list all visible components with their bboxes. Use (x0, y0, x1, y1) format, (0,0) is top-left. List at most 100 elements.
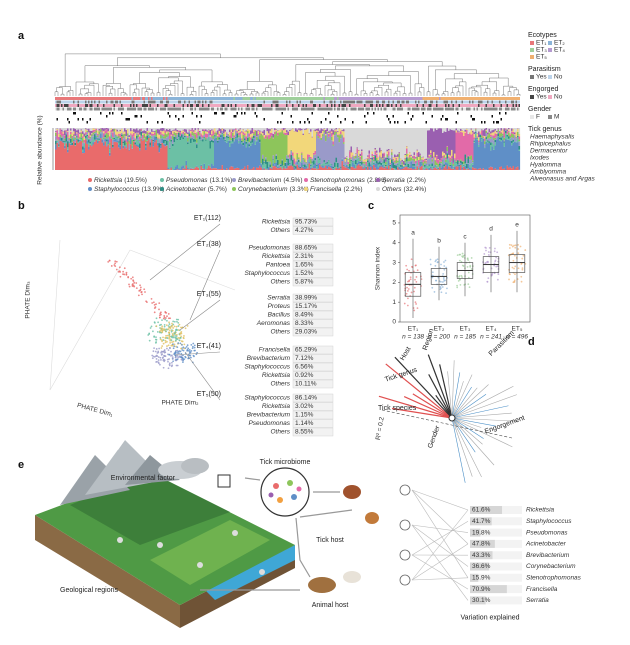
abundance-segment (482, 130, 485, 136)
abundance-segment (503, 140, 506, 142)
abundance-segment (173, 128, 176, 130)
abundance-segment (62, 128, 65, 132)
abundance-segment (470, 159, 473, 164)
abundance-segment (112, 146, 114, 148)
abundance-segment (80, 138, 83, 141)
annotation-cell (148, 97, 150, 100)
abundance-segment (365, 159, 368, 162)
phate-point (167, 367, 170, 370)
annotation-cell (164, 100, 166, 104)
abundance-segment (92, 128, 95, 131)
annotation-cell (241, 97, 243, 100)
abundance-segment (344, 128, 347, 158)
abundance-segment (367, 156, 369, 158)
abundance-segment (412, 156, 414, 158)
annotation-cell (253, 97, 255, 100)
annotation-cell (128, 97, 130, 100)
abundance-segment (374, 167, 377, 170)
abundance-segment (446, 163, 449, 170)
legend-label: Acinetobacter (5.7%) (165, 186, 227, 193)
legend-name: Stenotrophomonas (310, 177, 366, 184)
abundance-segment (410, 168, 413, 170)
abundance-segment (442, 151, 444, 156)
annotation-cell (175, 107, 177, 111)
abundance-segment (458, 132, 461, 162)
annotation-cell (431, 104, 433, 107)
abundance-segment (127, 138, 129, 142)
dendrogram-branch (89, 83, 99, 93)
abundance-segment (250, 134, 252, 138)
annotation-cell (380, 104, 382, 107)
abundance-segment (514, 132, 516, 134)
abundance-segment (431, 128, 434, 129)
abundance-segment (145, 143, 147, 146)
abundance-segment (173, 141, 176, 169)
dendrogram-branch (489, 77, 509, 87)
abundance-segment (107, 131, 110, 134)
abundance-segment (170, 130, 173, 135)
abundance-segment (217, 130, 219, 135)
annotation-cell (467, 100, 469, 104)
abundance-segment (421, 128, 423, 158)
annotation-cell (262, 104, 264, 107)
abundance-segment (449, 162, 452, 165)
abundance-segment (173, 168, 176, 170)
dendrogram-branch (468, 87, 475, 96)
abundance-segment (316, 133, 318, 166)
abundance-segment (494, 168, 497, 170)
annotation-cell (292, 97, 294, 100)
abundance-segment (163, 138, 165, 140)
abundance-segment (56, 140, 59, 143)
phate-point (193, 346, 196, 349)
abundance-segment (331, 128, 333, 129)
abundance-segment (218, 128, 221, 132)
annotation-cell (431, 97, 433, 100)
abundance-segment (500, 131, 503, 133)
annotation-cell (379, 97, 381, 100)
abundance-segment (151, 128, 153, 129)
annotation-cell (185, 97, 187, 100)
annotation-cell (235, 104, 237, 107)
annotation-cell (239, 104, 241, 107)
abundance-segment (91, 145, 93, 147)
abundance-segment (91, 128, 93, 131)
axis-label: PHATE Dim₂ (161, 400, 199, 407)
abundance-segment (272, 155, 275, 160)
annotation-cell (370, 100, 372, 104)
abundance-segment (512, 128, 515, 132)
abundance-segment (463, 130, 465, 136)
abundance-segment (425, 128, 428, 159)
abundance-segment (310, 166, 312, 168)
abundance-segment (340, 129, 342, 132)
abundance-segment (392, 128, 395, 158)
abundance-segment (116, 129, 119, 132)
abundance-segment (376, 163, 378, 170)
abundance-segment (473, 134, 476, 138)
abundance-segment (332, 134, 335, 142)
annotation-cell (266, 100, 268, 104)
abundance-segment (385, 166, 387, 170)
abundance-segment (419, 128, 422, 154)
legend-name: Others (382, 186, 402, 193)
abundance-segment (89, 128, 92, 131)
abundance-segment (181, 133, 183, 135)
abundance-segment (517, 131, 519, 136)
annotation-cell (278, 104, 280, 107)
abundance-segment (307, 159, 309, 164)
abundance-segment (379, 167, 381, 170)
annotation-cell (67, 100, 69, 104)
abundance-segment (515, 141, 518, 143)
abundance-segment (98, 131, 101, 135)
abundance-segment (127, 135, 129, 138)
abundance-segment (128, 128, 131, 136)
abundance-segment (430, 152, 432, 155)
abundance-segment (409, 152, 411, 155)
annotation-cell (424, 97, 426, 100)
dendrogram-branch (494, 90, 500, 96)
abundance-segment (274, 165, 276, 170)
abundance-segment (250, 145, 252, 170)
abundance-segment (218, 137, 221, 140)
abundance-segment (146, 135, 149, 140)
abundance-segment (125, 145, 128, 148)
abundance-segment (364, 166, 366, 168)
